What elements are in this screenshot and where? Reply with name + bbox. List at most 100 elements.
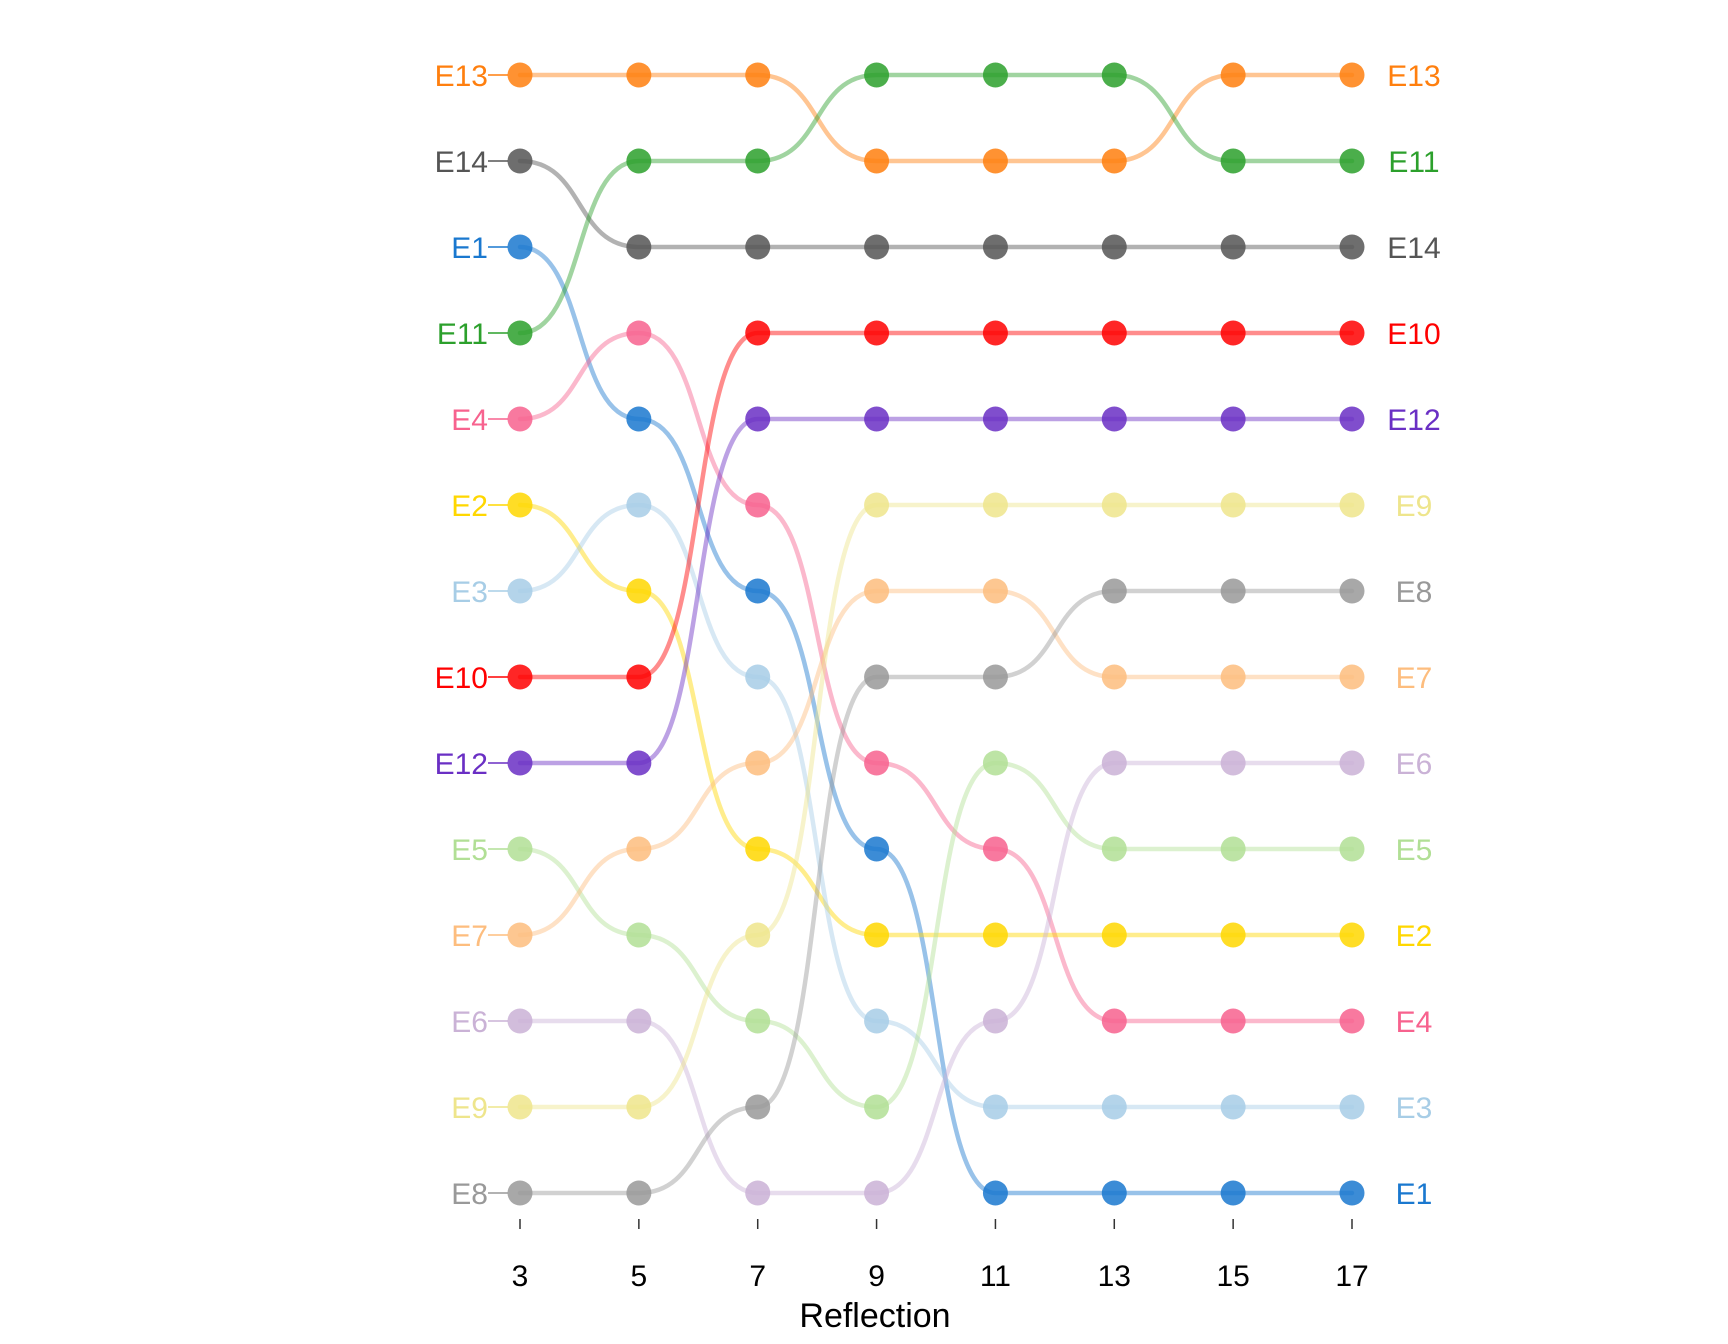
point-e5-5 bbox=[626, 922, 652, 948]
point-e6-15 bbox=[1220, 750, 1246, 776]
x-tick-label-9: 9 bbox=[868, 1260, 885, 1293]
series-label-left-e12: E12 bbox=[435, 748, 488, 781]
x-tick-label-17: 17 bbox=[1335, 1260, 1368, 1293]
point-e7-15 bbox=[1220, 664, 1246, 690]
point-e4-13 bbox=[1101, 1008, 1127, 1034]
point-e14-13 bbox=[1101, 234, 1127, 260]
point-e3-11 bbox=[982, 1094, 1008, 1120]
series-line-e10 bbox=[517, 330, 1355, 680]
point-e12-5 bbox=[626, 750, 652, 776]
point-e7-13 bbox=[1101, 664, 1127, 690]
x-tick-label-3: 3 bbox=[512, 1260, 529, 1293]
point-e11-11 bbox=[982, 62, 1008, 88]
series-label-left-e7: E7 bbox=[451, 920, 488, 953]
series-label-left-e10: E10 bbox=[435, 662, 488, 695]
point-e10-7 bbox=[745, 320, 771, 346]
series-label-right-e5: E5 bbox=[1396, 834, 1433, 867]
point-e12-15 bbox=[1220, 406, 1246, 432]
point-e4-3 bbox=[507, 406, 533, 432]
series-line-e4 bbox=[517, 330, 1355, 1024]
point-e1-5 bbox=[626, 406, 652, 432]
point-e8-15 bbox=[1220, 578, 1246, 604]
point-e6-3 bbox=[507, 1008, 533, 1034]
point-e7-9 bbox=[864, 578, 890, 604]
point-e10-13 bbox=[1101, 320, 1127, 346]
point-e2-17 bbox=[1339, 922, 1365, 948]
point-e3-7 bbox=[745, 664, 771, 690]
point-e13-15 bbox=[1220, 62, 1246, 88]
series-label-left-e5: E5 bbox=[451, 834, 488, 867]
point-e14-5 bbox=[626, 234, 652, 260]
series-label-left-e3: E3 bbox=[451, 576, 488, 609]
point-e2-7 bbox=[745, 836, 771, 862]
series-labels: E13 E13 E14 E14 E1 E1 E11 E11 E4 E4 E2 E2 E3 E3 E10 E10… bbox=[435, 60, 1441, 1211]
series-label-right-e3: E3 bbox=[1396, 1092, 1433, 1125]
series-label-right-e10: E10 bbox=[1387, 318, 1440, 351]
point-e3-15 bbox=[1220, 1094, 1246, 1120]
point-e6-9 bbox=[864, 1180, 890, 1206]
point-e5-3 bbox=[507, 836, 533, 862]
point-e11-9 bbox=[864, 62, 890, 88]
point-e7-11 bbox=[982, 578, 1008, 604]
point-e5-7 bbox=[745, 1008, 771, 1034]
series-label-left-e4: E4 bbox=[451, 404, 488, 437]
point-e11-5 bbox=[626, 148, 652, 174]
point-e3-5 bbox=[626, 492, 652, 518]
point-e4-7 bbox=[745, 492, 771, 518]
point-e14-3 bbox=[507, 148, 533, 174]
point-e5-11 bbox=[982, 750, 1008, 776]
series-label-left-e8: E8 bbox=[451, 1178, 488, 1211]
point-e12-7 bbox=[745, 406, 771, 432]
point-e7-5 bbox=[626, 836, 652, 862]
point-e14-7 bbox=[745, 234, 771, 260]
point-e14-9 bbox=[864, 234, 890, 260]
x-tick-label-11: 11 bbox=[980, 1260, 1011, 1293]
point-e3-17 bbox=[1339, 1094, 1365, 1120]
series-label-right-e1: E1 bbox=[1396, 1178, 1433, 1211]
point-e13-9 bbox=[864, 148, 890, 174]
point-e10-17 bbox=[1339, 320, 1365, 346]
point-e8-17 bbox=[1339, 578, 1365, 604]
series-line-e5 bbox=[517, 760, 1355, 1110]
point-e3-3 bbox=[507, 578, 533, 604]
point-e5-17 bbox=[1339, 836, 1365, 862]
point-e7-17 bbox=[1339, 664, 1365, 690]
point-e4-9 bbox=[864, 750, 890, 776]
series-label-right-e2: E2 bbox=[1396, 920, 1433, 953]
point-e11-17 bbox=[1339, 148, 1365, 174]
x-tick-label-5: 5 bbox=[631, 1260, 648, 1293]
point-e8-3 bbox=[507, 1180, 533, 1206]
series-label-right-e12: E12 bbox=[1387, 404, 1440, 437]
point-e9-11 bbox=[982, 492, 1008, 518]
point-e12-11 bbox=[982, 406, 1008, 432]
series-label-right-e13: E13 bbox=[1387, 60, 1440, 93]
point-e6-17 bbox=[1339, 750, 1365, 776]
point-e9-7 bbox=[745, 922, 771, 948]
point-e8-13 bbox=[1101, 578, 1127, 604]
series-label-left-e11: E11 bbox=[437, 318, 488, 351]
point-e11-7 bbox=[745, 148, 771, 174]
point-e11-3 bbox=[507, 320, 533, 346]
series-label-right-e4: E4 bbox=[1396, 1006, 1433, 1039]
series-label-left-e9: E9 bbox=[451, 1092, 488, 1125]
point-e14-11 bbox=[982, 234, 1008, 260]
series-label-right-e7: E7 bbox=[1396, 662, 1433, 695]
point-e8-5 bbox=[626, 1180, 652, 1206]
series-label-right-e6: E6 bbox=[1396, 748, 1433, 781]
series-label-left-e14: E14 bbox=[435, 146, 488, 179]
point-e13-17 bbox=[1339, 62, 1365, 88]
point-e12-3 bbox=[507, 750, 533, 776]
series-points bbox=[507, 62, 1365, 1206]
point-e14-15 bbox=[1220, 234, 1246, 260]
series-label-right-e14: E14 bbox=[1387, 232, 1440, 265]
point-e9-3 bbox=[507, 1094, 533, 1120]
point-e2-15 bbox=[1220, 922, 1246, 948]
point-e13-11 bbox=[982, 148, 1008, 174]
point-e9-17 bbox=[1339, 492, 1365, 518]
point-e4-15 bbox=[1220, 1008, 1246, 1034]
x-tick-label-13: 13 bbox=[1098, 1260, 1131, 1293]
point-e7-3 bbox=[507, 922, 533, 948]
point-e5-15 bbox=[1220, 836, 1246, 862]
point-e1-11 bbox=[982, 1180, 1008, 1206]
point-e2-13 bbox=[1101, 922, 1127, 948]
